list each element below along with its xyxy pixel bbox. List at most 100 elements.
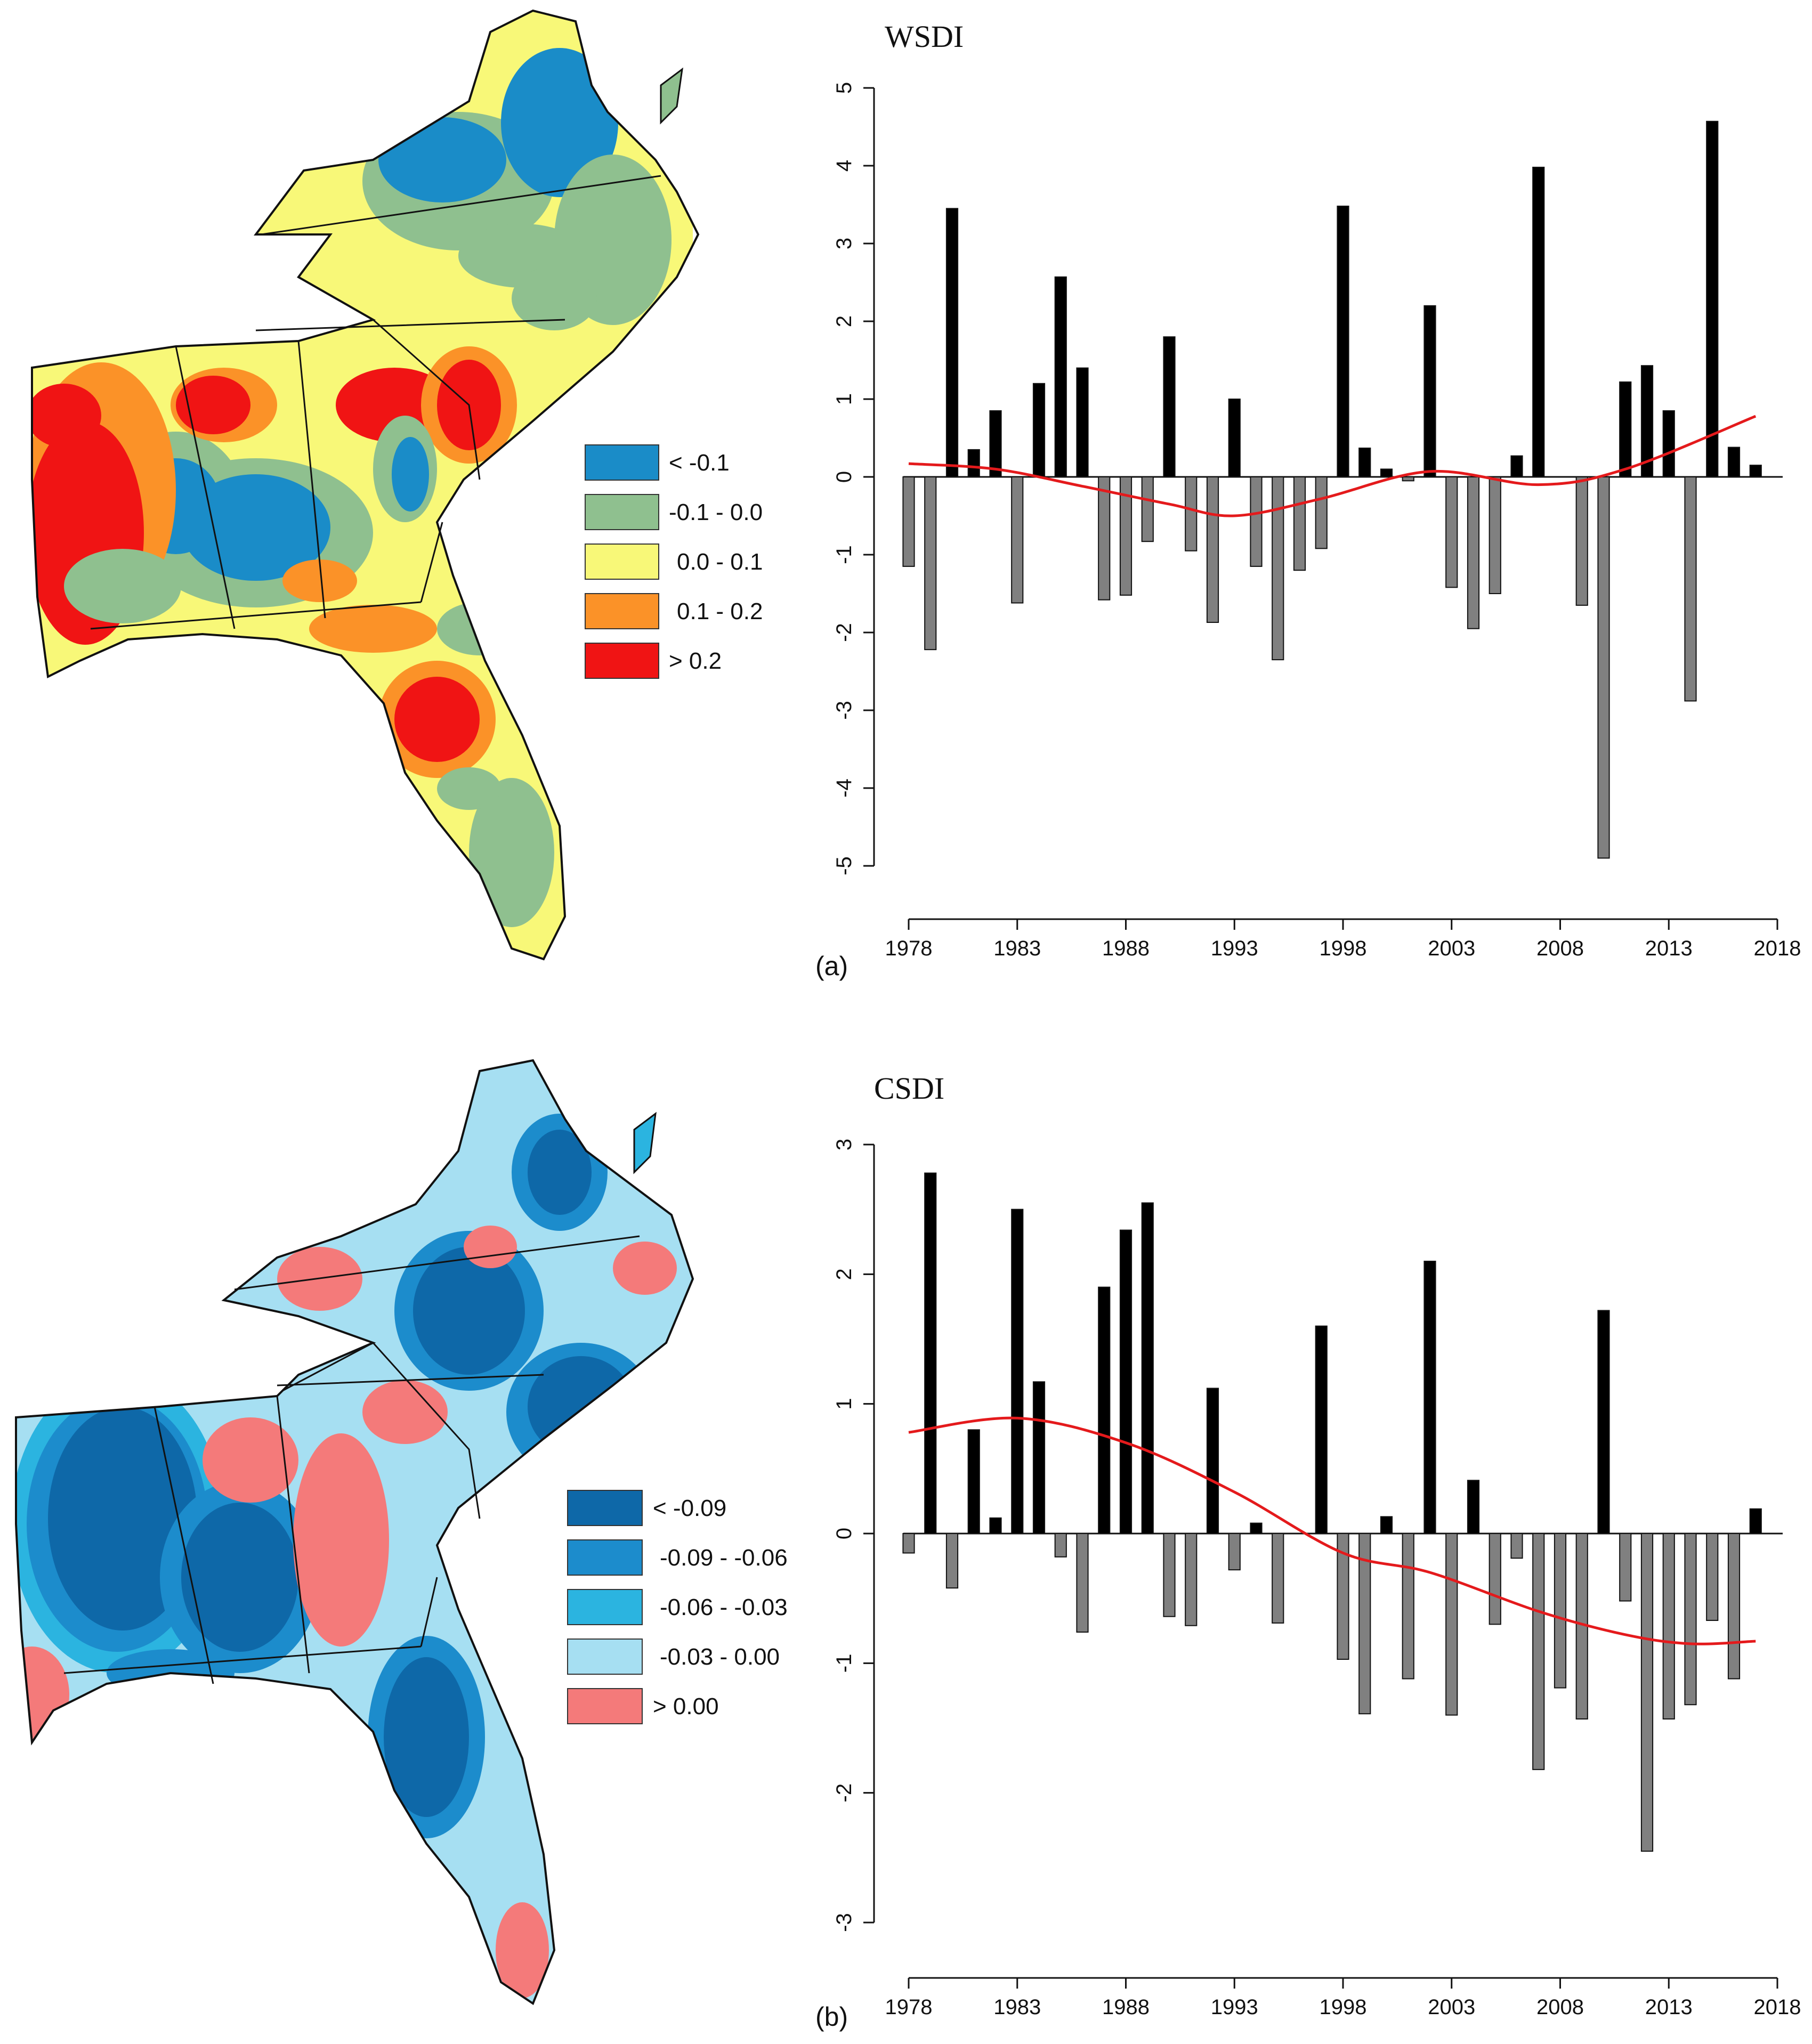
bar	[1640, 365, 1654, 477]
svg-text:> 0.00: > 0.00	[653, 1693, 719, 1719]
bar	[924, 1172, 937, 1535]
bar	[1640, 1533, 1654, 1852]
legend-a-item: < -0.1	[585, 444, 730, 481]
bar	[967, 1429, 980, 1534]
bar	[1489, 1533, 1501, 1625]
chart-title: CSDI	[874, 1071, 944, 1106]
chart-title: WSDI	[885, 19, 964, 54]
bar	[989, 1517, 1002, 1535]
bar	[1510, 1533, 1523, 1559]
chart-wsdi: WSDI -5 -4 -3 -2 -1 0 1 2 3 4 5 1978 1983 1988 1993 199…	[832, 19, 1801, 960]
map-a-island	[660, 67, 683, 125]
bar	[1445, 1533, 1458, 1716]
x-tick-label: 1993	[1211, 937, 1258, 960]
bar	[1575, 476, 1588, 606]
bar	[1749, 1508, 1762, 1534]
bar	[1662, 410, 1675, 478]
bar	[1315, 1325, 1328, 1535]
x-tick-label: 1993	[1211, 1996, 1258, 2019]
bar	[1032, 383, 1046, 477]
legend-a-item: > 0.2	[585, 643, 722, 679]
x-tick-label: 1998	[1320, 937, 1367, 960]
x-tick-label: 1988	[1102, 1996, 1150, 2019]
bar	[1597, 476, 1610, 859]
x-tick-label: 1978	[885, 937, 933, 960]
bar	[1228, 1533, 1241, 1571]
bar	[1032, 1381, 1046, 1535]
bar	[1315, 476, 1328, 549]
y-tick-label: -3	[832, 1913, 856, 1932]
bar	[1098, 476, 1111, 601]
bar	[1619, 381, 1632, 477]
bar	[1337, 205, 1349, 477]
legend-a: < -0.1 -0.1 - 0.0 0.0 - 0.1 0.1 - 0.2 > …	[585, 444, 763, 679]
bar	[1510, 455, 1523, 478]
bar	[902, 1533, 915, 1554]
y-tick-label: -1	[832, 1654, 856, 1673]
bar	[1272, 1533, 1284, 1624]
trend-line	[908, 415, 1757, 517]
bar	[1554, 1533, 1567, 1689]
x-tick-label: 2008	[1536, 1996, 1584, 2019]
bar	[1054, 276, 1067, 478]
bar	[1054, 1533, 1067, 1558]
x-tick-label: 2003	[1428, 937, 1475, 960]
y-tick-label: -2	[832, 1783, 856, 1803]
bar	[1011, 1208, 1024, 1535]
y-tick-label: -3	[832, 701, 856, 720]
bar	[1141, 476, 1154, 542]
x-tick-label: 2013	[1645, 1996, 1693, 2019]
bar	[1532, 166, 1545, 478]
bar	[1532, 1533, 1545, 1770]
bar	[1467, 1480, 1480, 1535]
bar	[1119, 476, 1132, 596]
y-tick-label: 4	[832, 160, 856, 172]
y-tick-label: 5	[832, 82, 856, 94]
bar	[1076, 1533, 1089, 1633]
bar	[1467, 476, 1480, 629]
legend-b: < -0.09 -0.09 - -0.06 -0.06 - -0.03 -0.0…	[567, 1490, 788, 1724]
x-tick-label: 2008	[1536, 937, 1584, 960]
legend-b-item: > 0.00	[567, 1688, 719, 1724]
bar	[1076, 367, 1089, 477]
svg-text:0.0 - 0.1: 0.0 - 0.1	[677, 549, 763, 575]
x-tick-label: 2018	[1754, 1996, 1801, 2019]
bar	[1358, 447, 1371, 477]
y-tick-label: -1	[832, 545, 856, 564]
bar	[1380, 468, 1393, 478]
bar	[1119, 1229, 1132, 1535]
y-tick-label: -2	[832, 623, 856, 642]
bar	[1272, 476, 1284, 661]
bar	[1011, 476, 1024, 604]
y-tick-label: 0	[832, 1528, 856, 1539]
svg-text:> 0.2: > 0.2	[669, 648, 722, 674]
bar	[1423, 1261, 1436, 1534]
bar	[1358, 1533, 1371, 1715]
map-a-state-borders	[90, 175, 661, 630]
x-tick-label: 1978	[885, 1996, 933, 2019]
map-b-outline	[15, 1059, 694, 2006]
x-tick-label: 2013	[1645, 937, 1693, 960]
map-b	[15, 1059, 694, 2006]
bar	[945, 208, 959, 477]
svg-text:-0.1 - 0.0: -0.1 - 0.0	[669, 499, 763, 525]
bar	[1163, 1533, 1176, 1617]
bar	[1380, 1516, 1393, 1535]
bar	[945, 1533, 959, 1589]
y-tick-label: 3	[832, 1139, 856, 1150]
y-tick-label: 1	[832, 393, 856, 405]
chart-csdi: CSDI -3 -2 -1 0 1 2 3 1978 1983 1988 1993 1998 2003 2…	[832, 1071, 1801, 2019]
y-tick-label: 3	[832, 238, 856, 249]
bar	[1684, 476, 1697, 702]
y-tick-label: 0	[832, 471, 856, 483]
legend-a-item: 0.0 - 0.1	[585, 544, 763, 580]
bar	[1597, 1310, 1610, 1534]
panel-label-a: (a)	[815, 951, 848, 981]
bar	[1293, 476, 1306, 571]
svg-text:< -0.1: < -0.1	[669, 450, 730, 476]
map-a	[31, 9, 700, 961]
bar	[1619, 1533, 1632, 1602]
map-b-island	[633, 1112, 657, 1174]
bar	[1250, 476, 1263, 567]
